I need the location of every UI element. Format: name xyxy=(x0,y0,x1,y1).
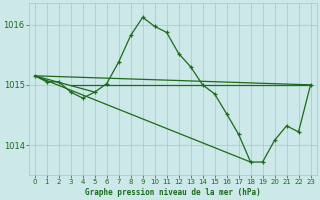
X-axis label: Graphe pression niveau de la mer (hPa): Graphe pression niveau de la mer (hPa) xyxy=(85,188,260,197)
